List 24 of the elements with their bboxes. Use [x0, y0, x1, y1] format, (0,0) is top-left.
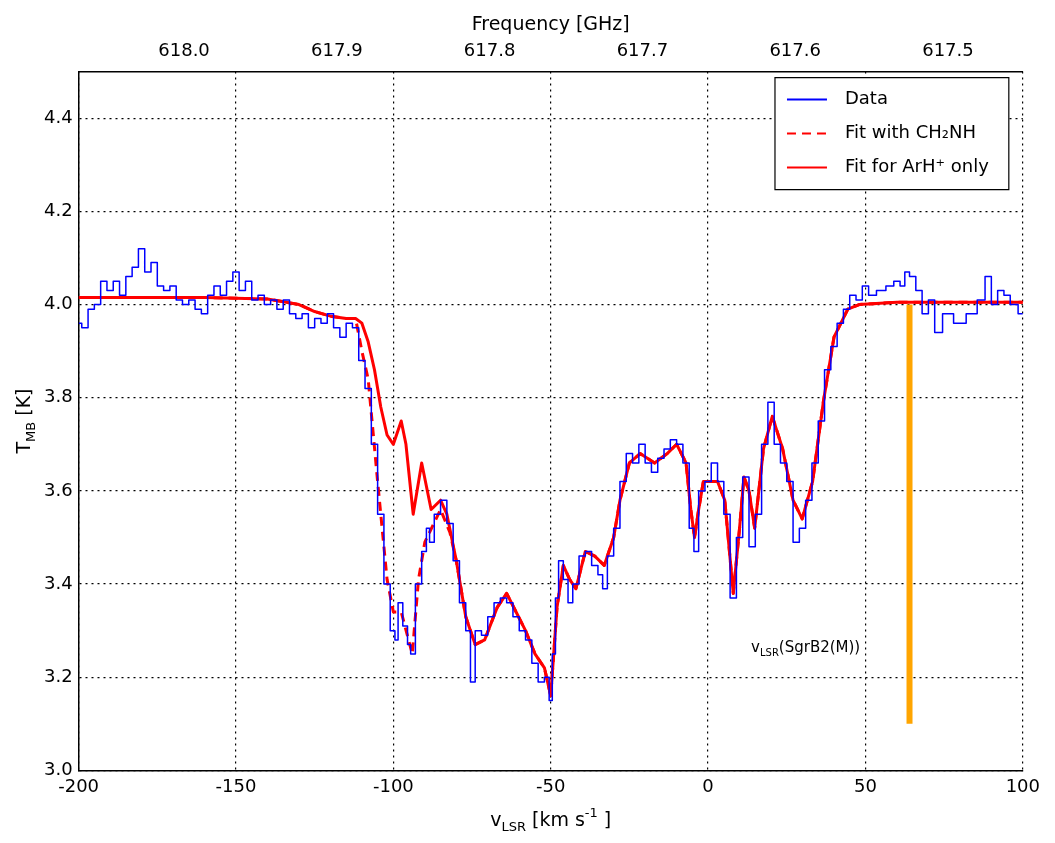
y-tick-label: 4.2 — [43, 199, 73, 221]
legend-label: Fit with CH₂NH — [844, 121, 977, 143]
y-tick-label: 4.0 — [43, 292, 73, 314]
x-tick-label: -150 — [215, 774, 257, 796]
legend-label: Data — [844, 87, 888, 109]
x-tick-label: 0 — [702, 774, 714, 796]
x2-tick-label: 617.5 — [922, 39, 974, 61]
x2-tick-label: 617.9 — [311, 39, 363, 61]
y-tick-label: 3.4 — [43, 571, 73, 593]
x2-axis-title: Frequency [GHz] — [471, 12, 630, 34]
x-tick-label: -50 — [536, 774, 566, 796]
x2-tick-label: 617.6 — [769, 39, 821, 61]
x-tick-label: -100 — [372, 774, 414, 796]
y-tick-label: 4.4 — [43, 105, 73, 127]
x-tick-label: 100 — [1005, 774, 1040, 796]
legend-label: Fit for ArH⁺ only — [844, 155, 990, 177]
y-tick-label: 3.8 — [43, 385, 73, 407]
x2-tick-label: 617.8 — [463, 39, 516, 61]
x2-tick-label: 617.7 — [616, 39, 669, 61]
y-axis-title: TMB [K] — [12, 388, 39, 455]
x-tick-label: 50 — [854, 774, 877, 796]
y-tick-label: 3.2 — [43, 664, 73, 686]
y-tick-label: 3.6 — [43, 478, 73, 500]
x2-tick-label: 618.0 — [158, 39, 210, 61]
